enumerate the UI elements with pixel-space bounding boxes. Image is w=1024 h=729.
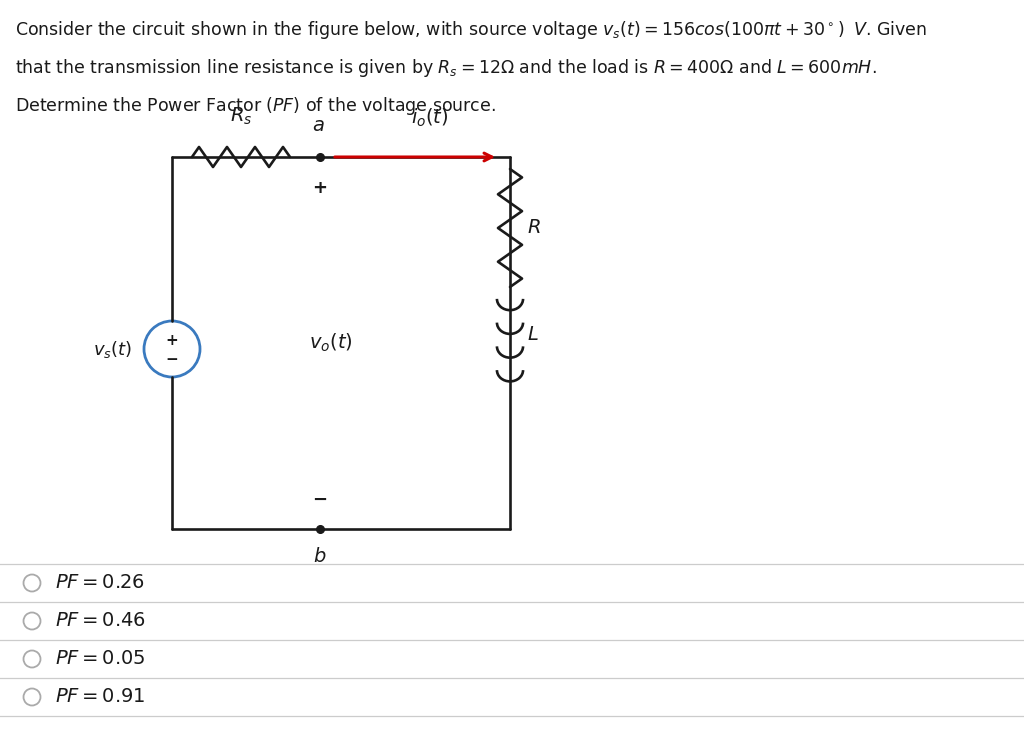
- Text: $R_s$: $R_s$: [229, 106, 252, 127]
- Text: $a$: $a$: [311, 117, 325, 135]
- Text: +: +: [312, 179, 328, 197]
- Text: −: −: [166, 351, 178, 367]
- Text: $PF = 0.91$: $PF = 0.91$: [55, 688, 145, 706]
- Text: $v_s(t)$: $v_s(t)$: [93, 338, 132, 359]
- Text: +: +: [166, 332, 178, 348]
- Text: $v_o(t)$: $v_o(t)$: [309, 332, 353, 354]
- Text: $b$: $b$: [313, 547, 327, 566]
- Text: Consider the circuit shown in the figure below, with source voltage $v_s(t) = 15: Consider the circuit shown in the figure…: [15, 19, 927, 41]
- Text: $PF = 0.05$: $PF = 0.05$: [55, 650, 145, 668]
- Text: that the transmission line resistance is given by $R_s = 12\Omega$ and the load : that the transmission line resistance is…: [15, 57, 877, 79]
- Text: −: −: [312, 491, 328, 509]
- Text: $R$: $R$: [527, 219, 541, 237]
- Text: Determine the Power Factor ($PF$) of the voltage source.: Determine the Power Factor ($PF$) of the…: [15, 95, 496, 117]
- Text: $L$: $L$: [527, 326, 539, 343]
- Text: $i_o(t)$: $i_o(t)$: [412, 106, 449, 129]
- Text: $PF = 0.26$: $PF = 0.26$: [55, 574, 145, 592]
- Text: $PF = 0.46$: $PF = 0.46$: [55, 612, 146, 630]
